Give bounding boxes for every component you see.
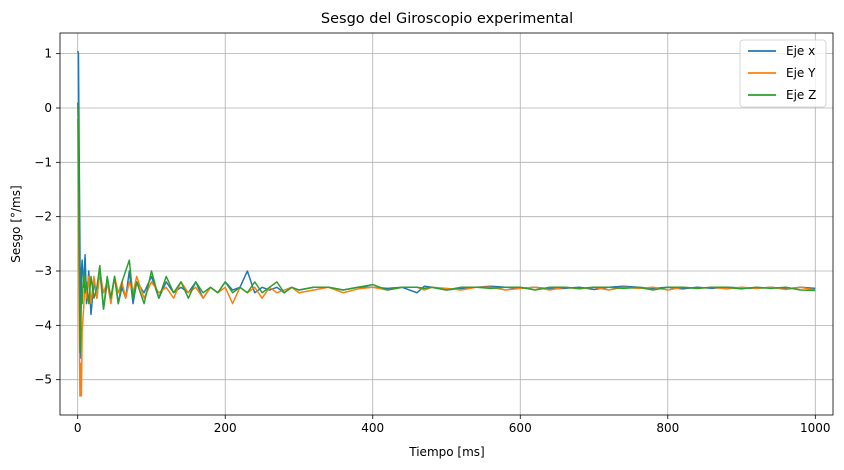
x-tick-label: 1000	[800, 421, 831, 435]
x-tick-label: 0	[74, 421, 82, 435]
series-line-eje-z	[76, 102, 816, 354]
x-axis-label: Tiempo [ms]	[408, 445, 484, 459]
chart-title: Sesgo del Giroscopio experimental	[321, 11, 573, 27]
y-tick-label: 1	[44, 47, 52, 61]
x-tick-label: 800	[656, 421, 679, 435]
y-axis-label: Sesgo [°/ms]	[9, 185, 23, 262]
x-tick-label: 600	[509, 421, 532, 435]
legend-label-eje-z: Eje Z	[786, 88, 816, 102]
y-tick-label: −3	[34, 264, 52, 278]
x-tick-label: 400	[361, 421, 384, 435]
tick-layer: 0 200 400 600 800 1000 1 0 −1 −2 −3 −4 −5	[34, 47, 830, 435]
series-line-eje-y	[76, 118, 816, 397]
legend-label-eje-y: Eje Y	[786, 66, 816, 80]
y-tick-label: 0	[44, 101, 52, 115]
x-tick-label: 200	[214, 421, 237, 435]
y-tick-label: −5	[34, 373, 52, 387]
legend-box	[739, 39, 827, 108]
y-tick-label: −1	[34, 155, 52, 169]
plot-frame	[59, 32, 834, 416]
plot-area	[76, 50, 816, 397]
legend-label-eje-x: Eje x	[786, 44, 815, 58]
y-tick-label: −2	[34, 210, 52, 224]
legend: Eje x Eje Y Eje Z	[739, 39, 827, 108]
y-tick-label: −4	[34, 318, 52, 332]
